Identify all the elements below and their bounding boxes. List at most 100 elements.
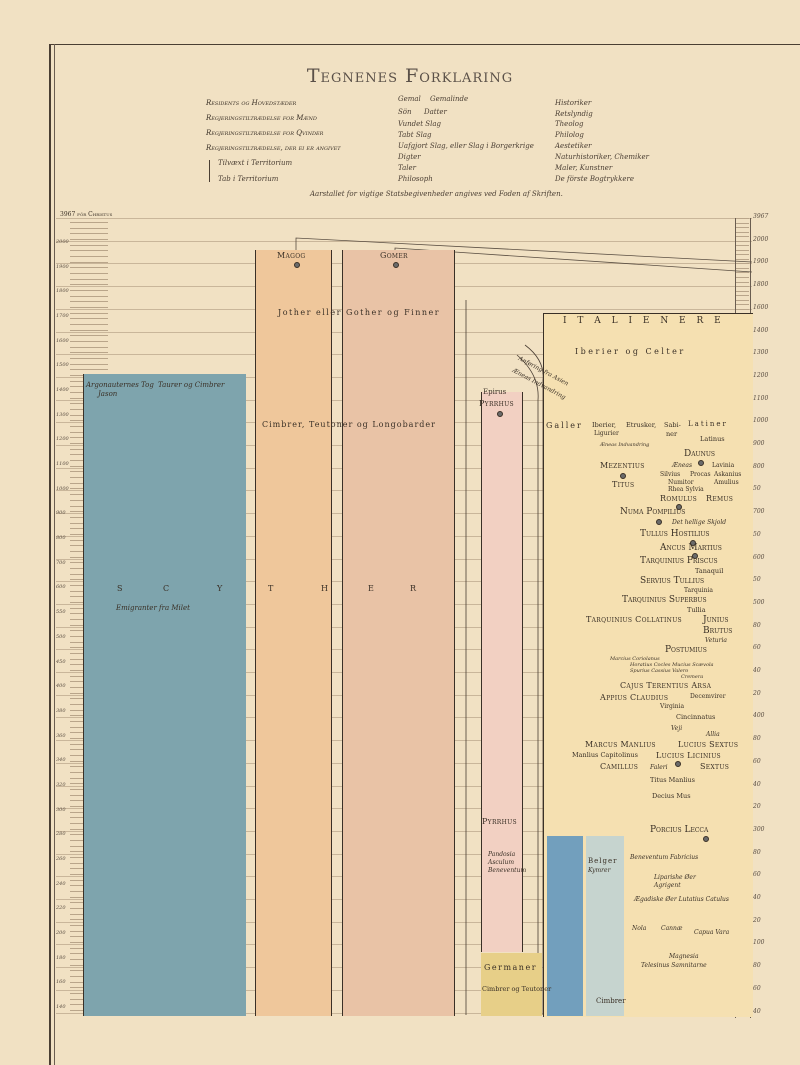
- left-axis-tick: [70, 244, 108, 246]
- frame-left-border: [49, 44, 51, 1065]
- label-argonauts: Argonauternes Tog: [86, 381, 154, 389]
- label-tullia: Tullia: [687, 606, 706, 614]
- label-amulius: Amulius: [714, 479, 739, 486]
- left-axis-label: 260: [56, 855, 66, 862]
- legend-son: Sön: [398, 108, 412, 116]
- label-tarq-superbus: Tarquinius Superbus: [622, 595, 707, 605]
- right-axis-tick: [736, 281, 749, 283]
- left-axis-label: 380: [56, 707, 66, 714]
- label-belger: Belger: [588, 857, 618, 865]
- left-axis-label: 1300: [56, 411, 69, 418]
- right-axis-tick: [736, 267, 749, 269]
- label-postumius: Postumius: [665, 645, 707, 655]
- right-axis-tick: [736, 308, 749, 310]
- label-sextus: Sextus: [700, 762, 730, 771]
- label-cincinnatus: Cincinnatus: [676, 713, 716, 721]
- right-axis-tick: [736, 295, 749, 297]
- gridline: [56, 218, 752, 219]
- left-axis-tick: [70, 358, 108, 360]
- label-procas: Procas: [690, 471, 711, 478]
- right-axis-label: 3967: [753, 213, 769, 220]
- legend-philosopher: Philosoph: [398, 175, 433, 183]
- scyther-column: [83, 374, 246, 1016]
- label-kymrer: Kymrer: [588, 867, 611, 874]
- label-romulus: Romulus: [660, 494, 698, 503]
- gomer-dot: [393, 262, 399, 268]
- label-telesinus: Telesinus Samnitarne: [641, 962, 707, 969]
- label-magnesia: Magnesia: [669, 953, 699, 960]
- daunus-dot: [698, 460, 704, 466]
- label-latinus: Latinus: [700, 435, 725, 443]
- left-axis-tick: [70, 233, 108, 235]
- right-axis-label: 400: [753, 712, 765, 720]
- label-appius: Appius Claudius: [600, 693, 669, 702]
- label-tullus: Tullus Hostilius: [640, 529, 710, 539]
- right-axis-label: 1800: [753, 281, 769, 289]
- left-axis-label: 1600: [56, 337, 69, 344]
- label-capua: Capua Vara: [694, 929, 730, 936]
- left-axis-label: 1700: [56, 313, 69, 320]
- gomer-column: [342, 250, 455, 1016]
- legend-reign-unspecified: Regjeringstiltrædelse, der ei er angivet: [206, 144, 341, 152]
- left-axis-tick: [70, 261, 108, 263]
- label-liparishe: Liparishe Øer: [654, 874, 696, 881]
- label-beneventum: Beneventum Fabricius: [630, 854, 699, 861]
- ancus-dot: [692, 553, 698, 559]
- left-axis-tick: [70, 352, 108, 354]
- porcius-dot: [703, 836, 709, 842]
- label-pyrrhus: Pyrrhus: [482, 817, 517, 826]
- label-pandosia: Pandosia: [488, 851, 516, 858]
- label-camillus: Camillus: [600, 762, 639, 771]
- left-axis-label: 240: [56, 880, 66, 887]
- label-magog: Magog: [277, 251, 306, 260]
- right-axis-label: 800: [753, 462, 765, 470]
- left-axis-label: 2000: [56, 239, 69, 245]
- label-numitor: Numitor: [668, 479, 694, 486]
- left-axis-label: 500: [56, 633, 66, 640]
- label-marcus-manlius: Marcus Manlius: [585, 740, 656, 749]
- label-allia: Allia: [706, 731, 720, 738]
- right-axis-label: 20: [753, 803, 761, 811]
- legend-battle-won: Vundet Slag: [398, 120, 441, 128]
- licinius-dot: [675, 761, 681, 767]
- label-cremera: Cremera: [681, 674, 704, 680]
- right-axis-tick: [736, 286, 749, 288]
- label-aeneas: Æneas: [672, 462, 693, 469]
- label-galler: Galler: [546, 421, 583, 430]
- right-axis-label: 60: [753, 757, 761, 765]
- galler-blue-block: [547, 836, 583, 1016]
- label-spurius: Spurius Cassius Valero: [630, 668, 689, 674]
- right-axis-label: 1300: [753, 349, 769, 357]
- right-axis-tick: [736, 272, 749, 274]
- label-skjold: Det hellige Skjold: [672, 519, 727, 526]
- legend-reign-women: Regjeringstiltrædelse for Qvinder: [206, 129, 324, 137]
- legend-historian: Historiker: [555, 99, 592, 107]
- label-ligurier: Ligurier: [594, 430, 619, 437]
- left-axis-tick: [70, 307, 108, 309]
- territory-bracket-icon: [209, 160, 218, 182]
- left-axis-label: 1400: [56, 387, 69, 394]
- left-axis-label: 1100: [56, 461, 69, 468]
- left-axis-label: 1200: [56, 436, 69, 443]
- right-axis-tick: [736, 218, 749, 219]
- left-axis-label: 400: [56, 683, 66, 690]
- left-axis-tick: [70, 318, 108, 320]
- label-cimbrer: Cimbrer: [596, 997, 626, 1005]
- left-axis-label: 180: [56, 954, 66, 961]
- right-axis-label: 50: [753, 530, 761, 538]
- label-latiner: Latiner: [688, 420, 728, 428]
- right-axis-label: 40: [753, 894, 761, 901]
- right-axis-tick: [736, 222, 749, 224]
- right-axis-label: 900: [753, 440, 765, 447]
- label-agrigent: Agrigent: [654, 882, 681, 889]
- right-axis-label: 100: [753, 939, 765, 947]
- right-axis-tick: [736, 245, 749, 247]
- letter-r: R: [410, 584, 417, 593]
- magog-column: [255, 250, 332, 1016]
- tullus-dot: [690, 540, 696, 546]
- left-axis-label: 600: [56, 584, 66, 591]
- right-axis-tick: [736, 299, 749, 301]
- left-axis-label: 360: [56, 732, 66, 739]
- label-nola: Nola: [632, 925, 647, 932]
- letter-t: T: [268, 584, 274, 593]
